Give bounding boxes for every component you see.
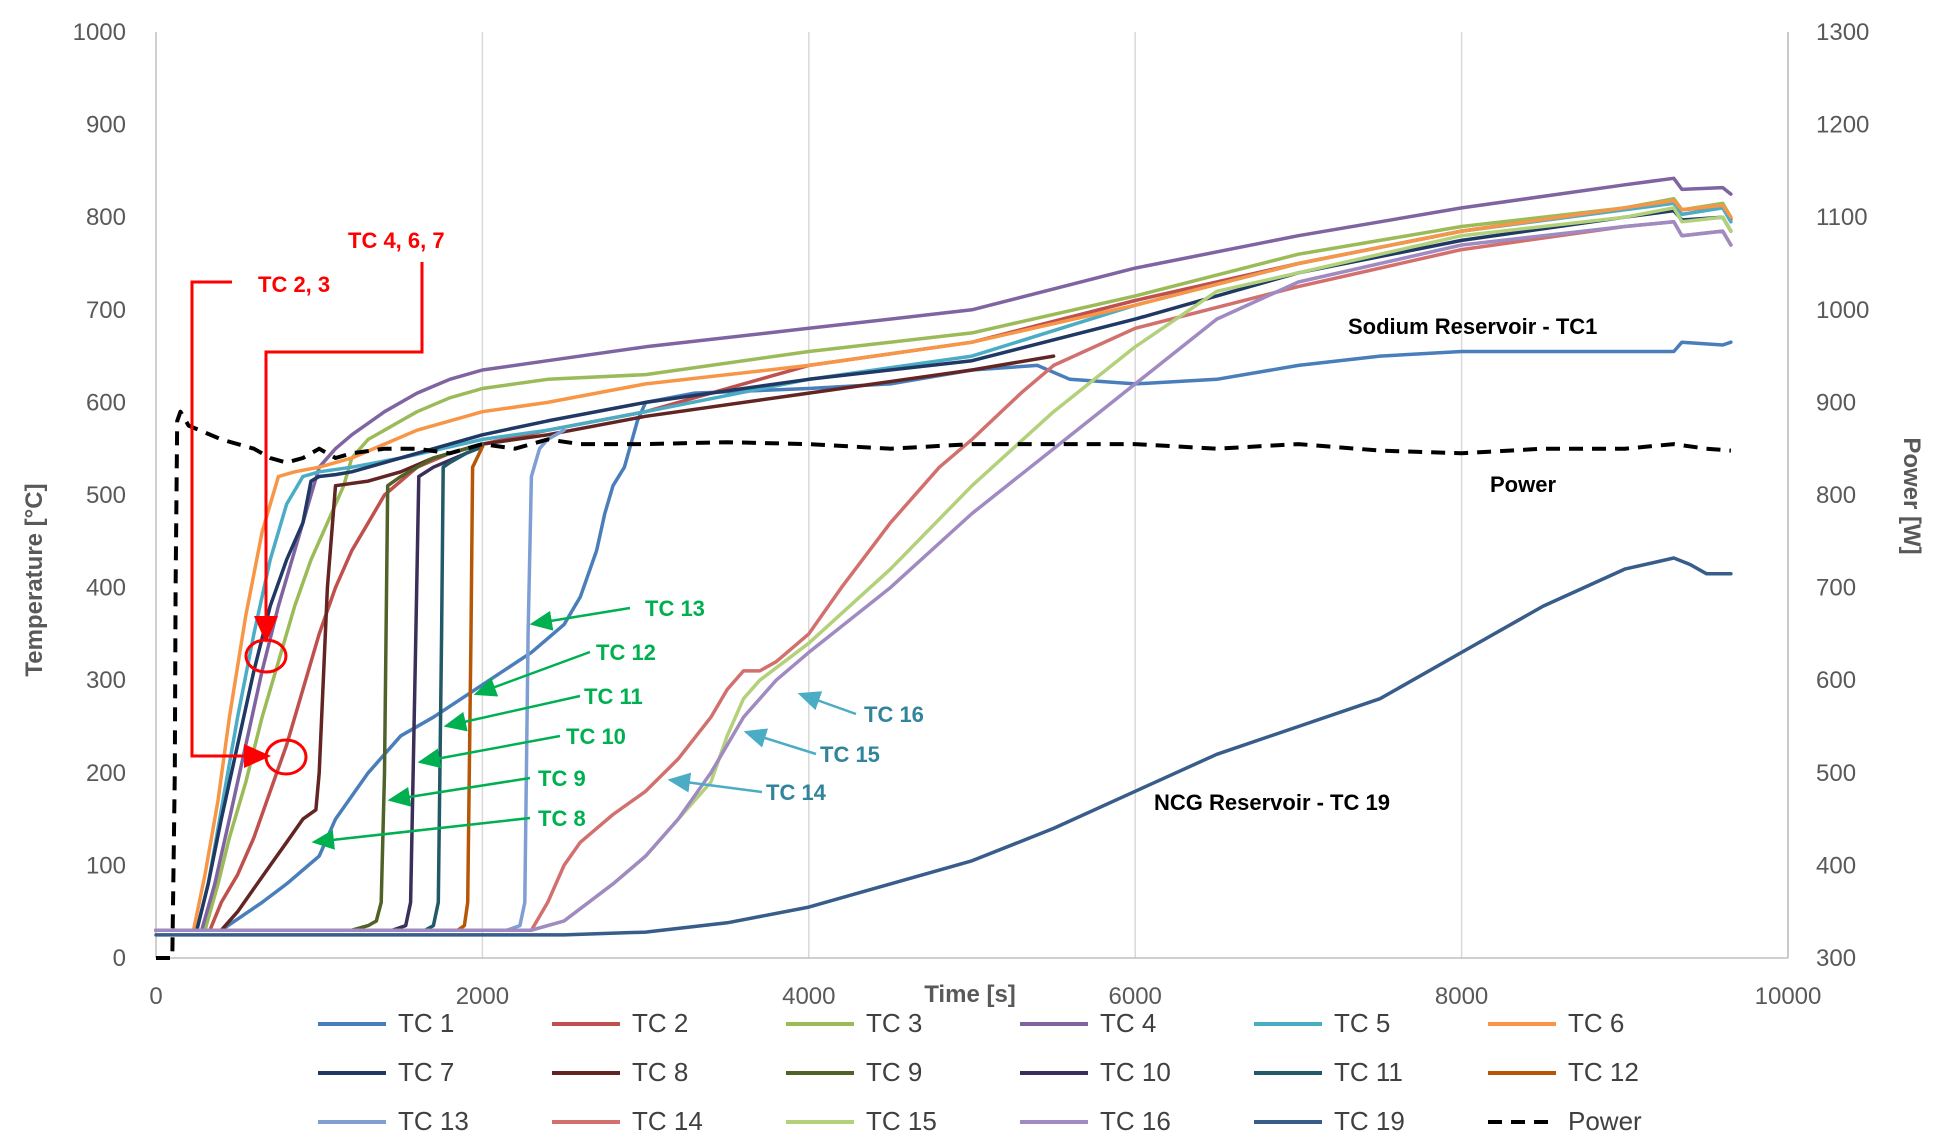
y2-tick-label: 800 [1816, 482, 1856, 509]
annotation-label: TC 11 [584, 684, 643, 709]
y-tick-label: 600 [86, 389, 126, 416]
legend-label: TC 10 [1100, 1057, 1171, 1087]
callout-arrow [797, 691, 857, 716]
legend-label: TC 2 [632, 1008, 688, 1038]
callout-arrow [667, 772, 763, 794]
callout-arrow [417, 734, 561, 769]
y2-axis-label: Power [W] [1898, 437, 1925, 554]
callout-arrow [443, 694, 581, 732]
y-tick-label: 800 [86, 204, 126, 231]
annotation-label: Sodium Reservoir - TC1 [1348, 314, 1597, 339]
x-tick-label: 6000 [1109, 983, 1162, 1010]
callout-circle-tc2-3 [264, 738, 308, 776]
x-axis-label: Time [s] [924, 981, 1016, 1008]
x-tick-label: 4000 [782, 983, 835, 1010]
annotations: TC 2, 3 TC 4, 6, 7 TC 13 TC 12 TC 11 TC 10 TC … [190, 228, 1597, 850]
legend-label: TC 3 [866, 1008, 922, 1038]
legend-label: TC 11 [1334, 1057, 1403, 1087]
legend-label: TC 5 [1334, 1008, 1390, 1038]
y-tick-label: 200 [86, 760, 126, 787]
x-tick-label: 2000 [456, 983, 509, 1010]
series-line-tc-7 [154, 208, 1733, 932]
series-line-tc-14 [154, 220, 1733, 932]
annotation-label: TC 9 [538, 766, 586, 791]
legend: TC 1 TC 2 TC 3 TC 4 TC 5 TC 6 TC 7 TC 8 TC 9 TC 1… [318, 1008, 1642, 1136]
series-line-tc-9 [154, 442, 485, 932]
y-tick-label: 500 [86, 482, 126, 509]
y2-tick-label: 1000 [1816, 297, 1869, 324]
series-line-tc-6 [154, 198, 1733, 932]
y2-tick-label: 500 [1816, 760, 1856, 787]
series-line-tc-8 [154, 354, 1056, 932]
callout-arrow [387, 776, 531, 807]
y2-tick-label: 300 [1816, 945, 1856, 972]
y2-tick-label: 1300 [1816, 19, 1869, 46]
y-tick-label: 300 [86, 667, 126, 694]
annotation-label: TC 15 [820, 742, 880, 767]
series-line-tc-1 [154, 340, 1733, 932]
y2-tick-label: 400 [1816, 852, 1856, 879]
legend-label: TC 7 [398, 1057, 454, 1087]
callout-arrow [529, 606, 631, 631]
y-tick-label: 700 [86, 297, 126, 324]
series-lines [154, 176, 1733, 960]
series-line-tc-16 [154, 220, 1733, 932]
legend-label: TC 6 [1568, 1008, 1624, 1038]
y-tick-label: 1000 [73, 19, 126, 46]
annotation-label: TC 8 [538, 806, 586, 831]
annotation-label: TC 16 [864, 702, 924, 727]
series-line-tc-4 [154, 176, 1733, 932]
callout-arrow [743, 728, 817, 756]
annotation-label: TC 2, 3 [258, 272, 330, 297]
legend-label: TC 14 [632, 1106, 703, 1136]
annotation-label: TC 13 [645, 596, 705, 621]
legend-label: TC 4 [1100, 1008, 1156, 1038]
y-tick-label: 100 [86, 852, 126, 879]
legend-label: TC 12 [1568, 1057, 1639, 1087]
annotation-label: TC 4, 6, 7 [348, 228, 445, 253]
y2-tick-label: 1200 [1816, 112, 1869, 139]
callout-arrow [311, 816, 531, 850]
y2-tick-label: 1100 [1816, 204, 1868, 231]
y-tick-label: 400 [86, 575, 126, 602]
annotation-label: NCG Reservoir - TC 19 [1154, 790, 1390, 815]
y2-tick-label: 700 [1816, 575, 1856, 602]
series-line-tc-19 [154, 556, 1733, 937]
y2-tick-label: 600 [1816, 667, 1856, 694]
legend-label: TC 19 [1334, 1106, 1405, 1136]
annotation-label: TC 12 [596, 640, 656, 665]
callout-arrow [473, 650, 591, 697]
tick-labels: 0 2000 4000 6000 8000 10000 0 100 200 300 400 500 60… [73, 19, 1870, 1010]
legend-label: TC 9 [866, 1057, 922, 1087]
x-tick-label: 10000 [1755, 983, 1822, 1010]
series-line-tc-3 [154, 196, 1733, 932]
legend-label: TC 1 [398, 1008, 454, 1038]
legend-label: TC 8 [632, 1057, 688, 1087]
y-tick-label: 0 [113, 945, 126, 972]
legend-label: TC 15 [866, 1106, 937, 1136]
annotation-label: TC 14 [766, 780, 827, 805]
series-line-power [156, 409, 1732, 960]
x-tick-label: 0 [149, 983, 162, 1010]
legend-label: Power [1568, 1106, 1642, 1136]
series-line-tc-5 [154, 201, 1733, 932]
legend-label: TC 13 [398, 1106, 469, 1136]
axes [155, 32, 1789, 959]
y-axis-label: Temperature [°C] [21, 483, 48, 676]
callout-tc4-6-7 [254, 262, 424, 643]
legend-label: TC 16 [1100, 1106, 1171, 1136]
y-tick-label: 900 [86, 112, 126, 139]
y2-tick-label: 900 [1816, 389, 1856, 416]
annotation-label: TC 10 [566, 724, 626, 749]
annotation-label: Power [1490, 472, 1556, 497]
callout-tc2-3 [190, 280, 271, 768]
callout-circle-tc4-6-7 [244, 638, 288, 674]
x-tick-label: 8000 [1435, 983, 1488, 1010]
